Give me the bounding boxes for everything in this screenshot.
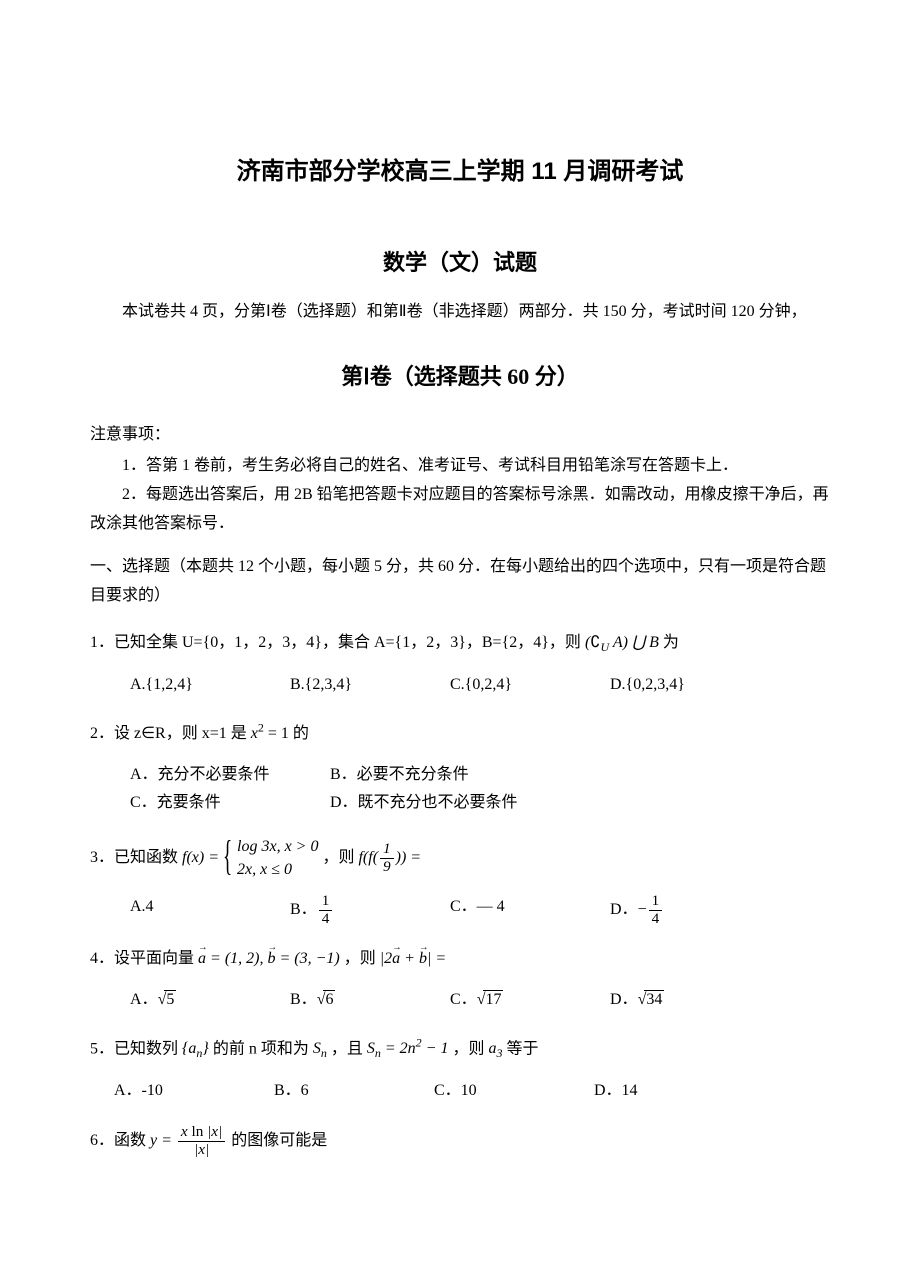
q1-text-post: 为 (663, 634, 679, 651)
q6-text-pre: 6．函数 (90, 1132, 150, 1149)
sub-title: 数学（文）试题 (90, 243, 830, 283)
q3-piecewise: log 3x, x > 0 2x, x ≤ 0 (223, 836, 318, 881)
q5-option-b: B．6 (274, 1077, 414, 1106)
question-3: 3．已知函数 f(x) = log 3x, x > 0 2x, x ≤ 0 ，则… (90, 836, 830, 881)
q1-option-d: D.{0,2,3,4} (610, 671, 750, 700)
q2-text: 2．设 z∈R，则 x=1 是 x2 = 1 的 (90, 725, 309, 742)
q3-fx: f(x) = (182, 849, 219, 866)
q1-expr: (∁U A) ⋃ B (585, 634, 659, 651)
q5-sn: Sn (313, 1040, 327, 1057)
q5-text-mid1: 的前 n 项和为 (213, 1040, 313, 1057)
q3-case-2: 2x, x ≤ 0 (237, 859, 318, 881)
q1-text-pre: 1．已知全集 U={0，1，2，3，4}，集合 A={1，2，3}，B={2，4… (90, 634, 581, 651)
q5-text-mid2: ，且 (331, 1040, 367, 1057)
q2-option-d: D．既不充分也不必要条件 (330, 789, 530, 818)
q5-option-a: A．-10 (114, 1077, 254, 1106)
q5-text-post: 等于 (506, 1040, 538, 1057)
intro-text: 本试卷共 4 页，分第Ⅰ卷（选择题）和第Ⅱ卷（非选择题）两部分．共 150 分，… (90, 298, 830, 327)
q4-options: A．5 B．6 C．17 D．34 (90, 986, 830, 1015)
q2-option-b: B．必要不充分条件 (330, 761, 530, 790)
q3-option-d: D．−14 (610, 893, 750, 927)
q5-an: {an} (182, 1040, 209, 1057)
q5-options: A．-10 B．6 C．10 D．14 (90, 1077, 830, 1106)
section-1-title: 第Ⅰ卷（选择题共 60 分） (90, 357, 830, 397)
main-title: 济南市部分学校高三上学期 11 月调研考试 (90, 150, 830, 193)
q4-text-mid: ，则 (344, 950, 380, 967)
q4-option-b: B．6 (290, 986, 430, 1015)
q3-case-1: log 3x, x > 0 (237, 836, 318, 858)
q4-option-d: D．34 (610, 986, 750, 1015)
notice-item-2: 2．每题选出答案后，用 2B 铅笔把答题卡对应题目的答案标号涂黑．如需改动，用橡… (90, 481, 830, 539)
question-2: 2．设 z∈R，则 x=1 是 x2 = 1 的 (90, 718, 830, 749)
q5-sn-eq: Sn = 2n2 − 1 (367, 1040, 449, 1057)
section-1-title-rest: （选择题共 60 分） (392, 364, 579, 389)
q3-text-pre: 3．已知函数 (90, 849, 182, 866)
q3-option-c: C．— 4 (450, 893, 590, 927)
q4-text-pre: 4．设平面向量 (90, 950, 198, 967)
q2-options: A．充分不必要条件 B．必要不充分条件 C．充要条件 D．既不充分也不必要条件 (90, 761, 830, 819)
q4-option-a: A．5 (130, 986, 270, 1015)
q3-text-mid: ，则 (322, 849, 358, 866)
q6-fraction: x ln x x (178, 1124, 225, 1158)
q3-option-a: A.4 (130, 893, 270, 927)
q2-option-c: C．充要条件 (130, 789, 330, 818)
q4-option-c: C．17 (450, 986, 590, 1015)
question-1: 1．已知全集 U={0，1，2，3，4}，集合 A={1，2，3}，B={2，4… (90, 629, 830, 659)
q1-option-b: B.{2,3,4} (290, 671, 430, 700)
notice-heading: 注意事项： (90, 421, 830, 450)
q1-option-c: C.{0,2,4} (450, 671, 590, 700)
q6-y-eq: y = (150, 1132, 172, 1149)
q3-option-b: B．14 (290, 893, 430, 927)
question-6: 6．函数 y = x ln x x 的图像可能是 (90, 1124, 830, 1158)
q5-option-d: D．14 (594, 1077, 734, 1106)
q5-option-c: C．10 (434, 1077, 574, 1106)
q5-a3: a3 (488, 1040, 502, 1057)
q4-eq: = (435, 950, 446, 967)
notice-item-1: 1．答第 1 卷前，考生务必将自己的姓名、准考证号、考试科目用铅笔涂写在答题卡上… (90, 452, 830, 481)
q5-text-pre: 5．已知数列 (90, 1040, 182, 1057)
q6-text-post: 的图像可能是 (231, 1132, 327, 1149)
question-4: 4．设平面向量 a = (1, 2), b = (3, −1) ，则 2a + … (90, 945, 830, 974)
q5-text-mid3: ，则 (452, 1040, 488, 1057)
q2-option-a: A．充分不必要条件 (130, 761, 330, 790)
q1-options: A.{1,2,4} B.{2,3,4} C.{0,2,4} D.{0,2,3,4… (90, 671, 830, 700)
q3-ff: f(f(19)) = (358, 849, 421, 866)
part-1-description: 一、选择题（本题共 12 个小题，每小题 5 分，共 60 分．在每小题给出的四… (90, 553, 830, 611)
q4-expr: 2a + b (380, 945, 432, 974)
question-5: 5．已知数列 {an} 的前 n 项和为 Sn ，且 Sn = 2n2 − 1 … (90, 1033, 830, 1065)
q1-option-a: A.{1,2,4} (130, 671, 270, 700)
section-1-title-bold: 第Ⅰ卷 (341, 364, 392, 389)
q3-options: A.4 B．14 C．— 4 D．−14 (90, 893, 830, 927)
